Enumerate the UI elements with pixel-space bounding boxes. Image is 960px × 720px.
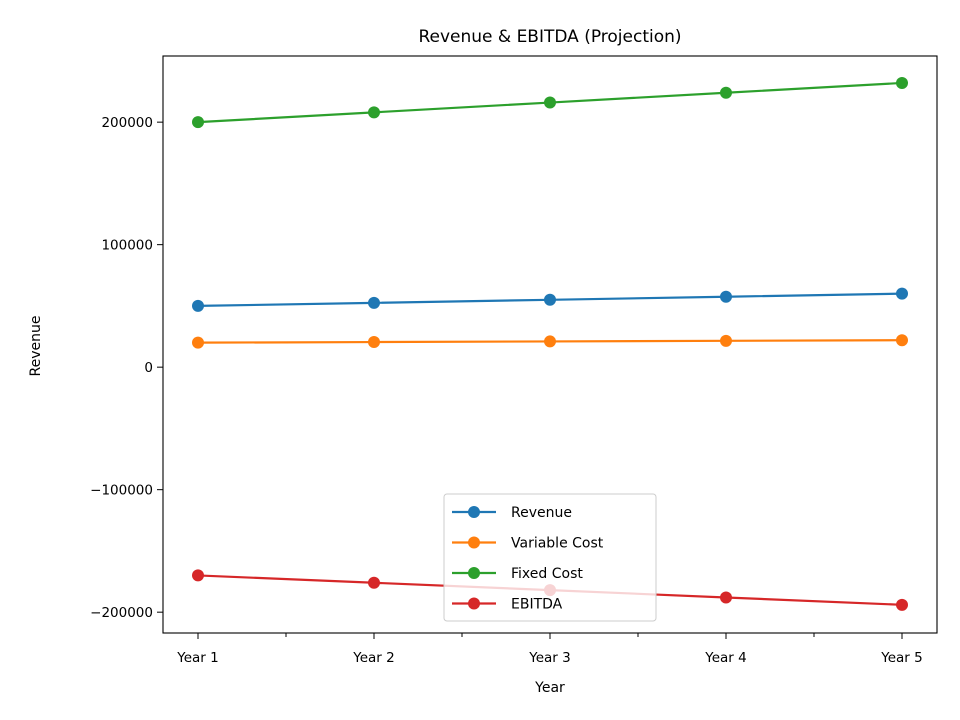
- y-tick-label: 0: [144, 360, 153, 376]
- y-axis-label: Revenue: [28, 316, 44, 377]
- data-point: [720, 290, 732, 303]
- x-tick-label: Year 2: [352, 650, 394, 666]
- data-point: [720, 591, 732, 604]
- y-tick-label: −100000: [90, 483, 153, 499]
- data-point: [368, 576, 380, 589]
- y-tick-label: 100000: [101, 238, 153, 254]
- y-tick-label: 200000: [101, 115, 153, 131]
- x-tick-label: Year 3: [528, 650, 570, 666]
- x-tick-label: Year 5: [880, 650, 922, 666]
- y-tick-label: −200000: [90, 605, 153, 621]
- legend-marker: [468, 597, 480, 610]
- legend: Revenue Variable Cost Fixed Cost EBITDA: [443, 493, 657, 622]
- legend-box: [443, 493, 657, 622]
- data-point: [896, 598, 908, 611]
- chart-title: Revenue & EBITDA (Projection): [418, 27, 681, 47]
- data-point: [896, 76, 908, 89]
- data-point: [368, 106, 380, 119]
- data-point: [368, 296, 380, 309]
- data-point: [896, 287, 908, 300]
- data-point: [544, 293, 556, 306]
- axes: Year 1 Year 2 Year 3 Year 4 Year 5 −200000 −10…: [90, 55, 938, 666]
- plot-area: [192, 76, 908, 611]
- legend-marker: [468, 567, 480, 579]
- data-point: [368, 336, 380, 349]
- data-point: [192, 116, 204, 129]
- x-axis-label: Year: [534, 680, 565, 696]
- data-point: [192, 569, 204, 582]
- data-point: [544, 96, 556, 109]
- legend-label: Revenue: [511, 505, 572, 521]
- x-tick-label: Year 1: [176, 650, 218, 666]
- legend-marker: [468, 536, 480, 549]
- data-point: [720, 334, 732, 347]
- legend-label: Variable Cost: [511, 536, 604, 552]
- data-point: [896, 334, 908, 347]
- legend-label: Fixed Cost: [511, 566, 583, 582]
- x-tick-label: Year 4: [704, 650, 746, 666]
- legend-label: EBITDA: [511, 597, 563, 613]
- data-point: [192, 299, 204, 312]
- data-point: [192, 336, 204, 349]
- legend-marker: [468, 506, 480, 518]
- data-point: [544, 335, 556, 348]
- data-point: [720, 86, 732, 99]
